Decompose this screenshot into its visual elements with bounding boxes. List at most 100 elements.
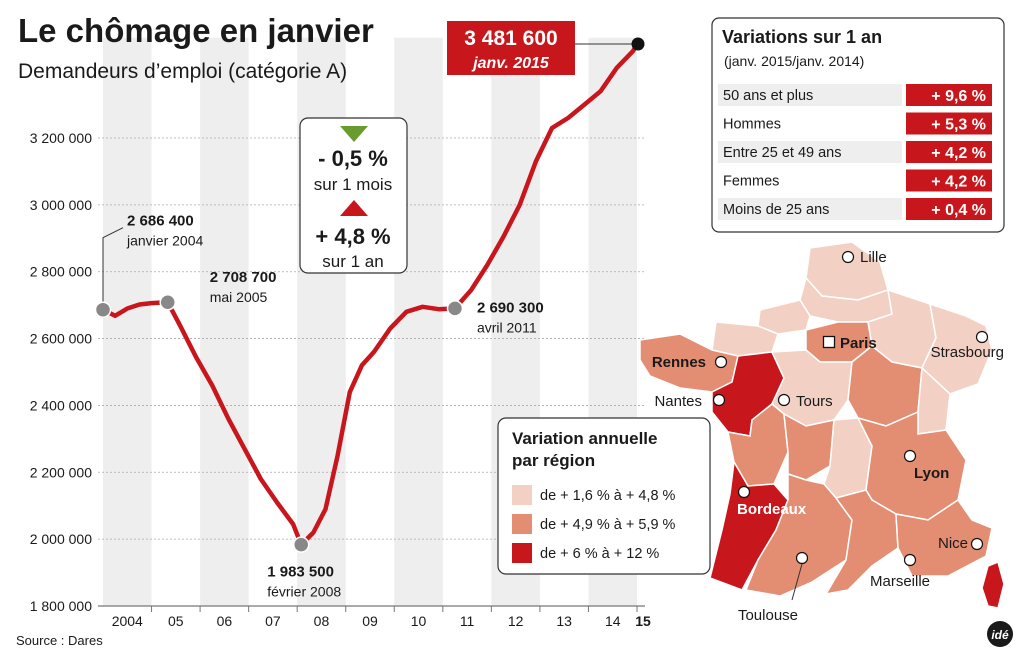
capital-marker xyxy=(822,335,836,349)
month-change: - 0,5 % xyxy=(318,146,388,171)
legend-label: de + 4,9 % à + 5,9 % xyxy=(540,517,676,533)
variation-row: Femmes + 4,2 % xyxy=(718,169,992,192)
x-axis-ticks: 2004 05 06 07 08 09 10 11 12 13 14 15 xyxy=(112,606,651,629)
city-marker xyxy=(712,393,726,407)
y-tick-label: 2 600 000 xyxy=(30,331,92,347)
city-label: Tours xyxy=(796,393,833,410)
region-limousin xyxy=(783,412,835,481)
region-languedoc xyxy=(824,489,899,596)
variation-label: Moins de 25 ans xyxy=(723,202,829,218)
legend-swatch xyxy=(512,514,532,534)
latest-date: janv. 2015 xyxy=(471,55,550,72)
chart-subtitle: Demandeurs d’emploi (catégorie A) xyxy=(18,60,347,83)
month-change-label: sur 1 mois xyxy=(314,175,392,194)
x-tick-label: 06 xyxy=(217,613,233,629)
variation-value-bg xyxy=(906,84,992,106)
x-tick-label: 05 xyxy=(168,613,184,629)
city-label: Bordeaux xyxy=(737,501,807,518)
variation-row-bg xyxy=(718,141,902,163)
city-label: Nice xyxy=(938,535,968,552)
legend-swatch xyxy=(512,543,532,563)
variation-value-bg xyxy=(906,169,992,192)
y-tick-label: 3 000 000 xyxy=(30,197,92,213)
x-tick-label: 11 xyxy=(460,613,475,629)
year-change-label: sur 1 an xyxy=(322,252,383,271)
legend-swatch xyxy=(512,485,532,505)
city-label: Marseille xyxy=(870,573,930,590)
variation-value: + 0,4 % xyxy=(931,202,986,219)
annotations: 2 686 400 janvier 2004 2 708 700 mai 2005 1 … xyxy=(94,213,544,600)
variation-row-bg xyxy=(718,198,902,220)
variation-row: Moins de 25 ans + 0,4 % xyxy=(718,198,992,220)
annotation-point xyxy=(159,293,176,311)
up-arrow-icon xyxy=(340,200,368,216)
x-tick-label: 08 xyxy=(314,613,330,629)
x-tick-label: 13 xyxy=(556,613,572,629)
annotation-value: 2 686 400 xyxy=(127,213,194,230)
city-label: Nantes xyxy=(654,393,702,410)
variation-label: Entre 25 et 49 ans xyxy=(723,145,842,161)
annotation-date: février 2008 xyxy=(267,584,341,600)
ide-logo: idé xyxy=(987,621,1013,647)
annotation-point xyxy=(446,300,464,317)
variation-value-bg xyxy=(906,141,992,163)
city-markers: Lille Paris Strasbourg Rennes Nantes Tours Lyo… xyxy=(652,249,1004,624)
variation-row-bg xyxy=(718,169,902,192)
x-tick-label: 15 xyxy=(635,613,651,629)
map-legend: Variation annuelle par région de + 1,6 %… xyxy=(497,417,711,575)
variation-row-bg xyxy=(718,84,902,106)
down-arrow-icon xyxy=(340,126,368,142)
latest-point xyxy=(631,37,645,51)
year-band xyxy=(103,37,152,606)
chart-title: Le chômage en janvier xyxy=(18,12,374,49)
legend-title-line2: par région xyxy=(512,451,595,470)
change-box-frame xyxy=(299,117,408,274)
x-tick-label: 10 xyxy=(411,613,427,629)
legend-label: de + 1,6 % à + 4,8 % xyxy=(540,488,676,504)
annotation-leader xyxy=(102,227,124,302)
city-label: Paris xyxy=(840,335,877,352)
variations-subtitle: (janv. 2015/janv. 2014) xyxy=(724,53,864,69)
city-marker xyxy=(903,553,917,567)
france-map: Lille Paris Strasbourg Rennes Nantes Tours Lyo… xyxy=(639,241,1005,624)
latest-value: 3 481 600 xyxy=(464,27,557,50)
city-label: Strasbourg xyxy=(931,344,1004,361)
latest-value-box: 3 481 600 janv. 2015 xyxy=(447,21,645,75)
variation-value: + 9,6 % xyxy=(931,88,986,105)
city-label: Rennes xyxy=(652,354,706,371)
city-label: Toulouse xyxy=(738,607,798,624)
city-marker xyxy=(903,449,917,463)
latest-box-bg xyxy=(447,21,575,75)
year-change: + 4,8 % xyxy=(315,224,390,249)
y-tick-label: 1 800 000 xyxy=(30,598,92,614)
city-marker xyxy=(737,485,751,499)
variations-title: Variations sur 1 an xyxy=(722,27,882,47)
series-line xyxy=(100,41,640,547)
variation-value: + 5,3 % xyxy=(931,117,986,134)
variation-label: 50 ans et plus xyxy=(723,88,813,104)
y-axis-ticks: 1 800 000 2 000 000 2 200 000 2 400 000 2 60… xyxy=(30,130,92,614)
city-marker xyxy=(841,250,855,264)
variations-rows: 50 ans et plus + 9,6 % Hommes + 5,3 % Entre … xyxy=(718,84,992,220)
y-tick-label: 2 400 000 xyxy=(30,397,92,413)
y-tick-label: 2 200 000 xyxy=(30,464,92,480)
annotation-date: avril 2011 xyxy=(477,319,537,335)
city-marker xyxy=(970,537,984,551)
city-leader xyxy=(791,563,803,601)
city-marker xyxy=(795,551,809,565)
legend-items: de + 1,6 % à + 4,8 % de + 4,9 % à + 5,9 %… xyxy=(512,485,676,563)
y-tick-label: 2 800 000 xyxy=(30,264,92,280)
region-midi-pyrenees xyxy=(744,472,853,597)
variation-value-bg xyxy=(906,112,992,135)
x-tick-label: 07 xyxy=(265,613,281,629)
x-tick-label: 12 xyxy=(508,613,524,629)
x-tick-label: 2004 xyxy=(112,613,143,629)
legend-frame xyxy=(497,417,711,575)
city-label: Lille xyxy=(860,249,887,266)
variation-value: + 4,2 % xyxy=(931,174,986,191)
variation-label: Hommes xyxy=(723,117,781,133)
city-marker xyxy=(714,355,728,369)
variation-value: + 4,2 % xyxy=(931,145,986,162)
variation-row: Hommes + 5,3 % xyxy=(718,112,992,135)
